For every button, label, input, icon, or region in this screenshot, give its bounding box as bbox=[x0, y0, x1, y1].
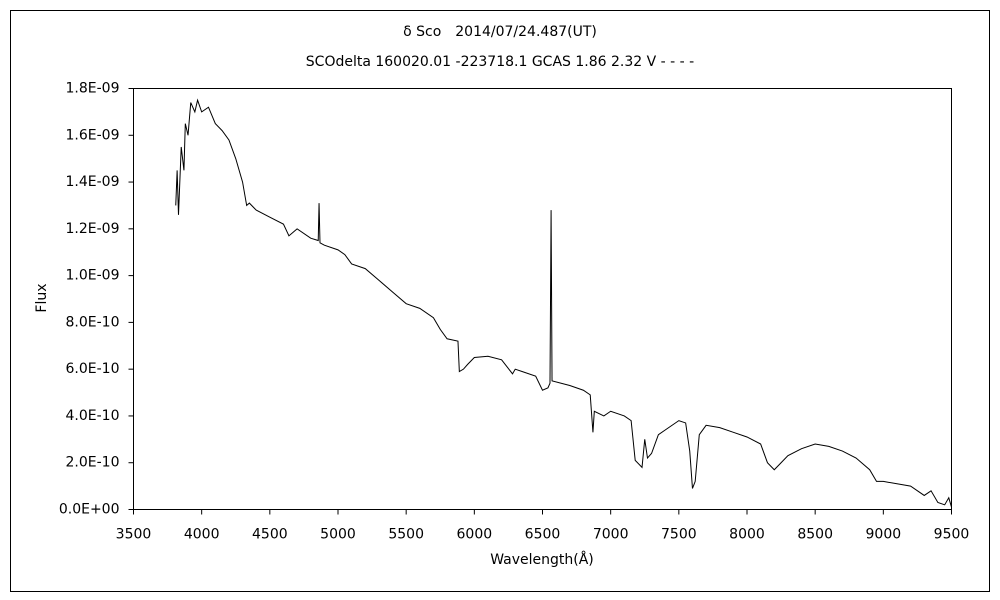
chart-title: δ Sco 2014/07/24.487(UT) bbox=[403, 24, 597, 40]
x-tick-label: 4000 bbox=[184, 527, 220, 543]
x-tick-label: 7500 bbox=[661, 527, 697, 543]
y-tick-label: 1.6E-09 bbox=[66, 127, 120, 143]
y-tick-label: 8.0E-10 bbox=[66, 314, 120, 330]
x-tick-label: 9500 bbox=[934, 527, 970, 543]
y-axis-label: Flux bbox=[34, 283, 50, 312]
spectrum-line bbox=[175, 98, 952, 508]
x-tick-label: 3500 bbox=[116, 527, 152, 543]
x-tick-label: 8000 bbox=[729, 527, 765, 543]
y-tick-label: 1.4E-09 bbox=[66, 174, 120, 190]
y-tick-label: 0.0E+00 bbox=[59, 502, 120, 518]
y-tick-label: 1.8E-09 bbox=[66, 81, 120, 97]
y-tick-label: 1.2E-09 bbox=[66, 221, 120, 237]
x-axis-label: Wavelength(Å) bbox=[490, 551, 594, 568]
chart-border bbox=[10, 10, 990, 592]
x-tick-label: 6000 bbox=[457, 527, 493, 543]
y-tick-label: 4.0E-10 bbox=[66, 408, 120, 424]
x-tick-label: 5500 bbox=[388, 527, 424, 543]
x-tick-label: 5000 bbox=[320, 527, 356, 543]
y-tick-label: 2.0E-10 bbox=[66, 455, 120, 471]
chart-subtitle: SCOdelta 160020.01 -223718.1 GCAS 1.86 2… bbox=[306, 54, 694, 70]
x-tick-label: 9000 bbox=[866, 527, 902, 543]
y-tick-label: 1.0E-09 bbox=[66, 268, 120, 284]
x-tick-label: 4500 bbox=[252, 527, 288, 543]
x-tick-label: 7000 bbox=[593, 527, 629, 543]
x-tick-label: 6500 bbox=[525, 527, 561, 543]
y-tick-label: 6.0E-10 bbox=[66, 361, 120, 377]
x-tick-label: 8500 bbox=[797, 527, 833, 543]
